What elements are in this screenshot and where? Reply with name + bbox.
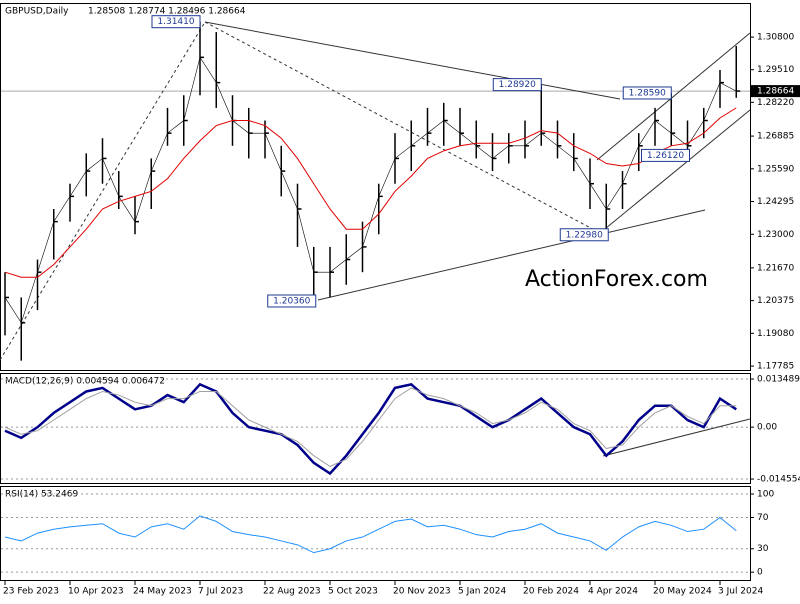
chart-title: GBPUSD,Daily <box>5 7 69 17</box>
series-line <box>4 515 737 554</box>
macd-title: MACD(12,26,9) 0.004594 0.006472 <box>5 377 165 387</box>
annotation-box <box>151 15 201 29</box>
chart-subtitle: 1.28508 1.28774 1.28496 1.28664 <box>88 7 246 17</box>
last-price-tag <box>751 85 800 98</box>
x-tick-label: 23 Feb 2023 <box>3 587 59 597</box>
x-tick-label: 10 Apr 2023 <box>68 587 124 597</box>
trend-line <box>602 418 751 457</box>
y-tick-label: 0 <box>757 568 763 578</box>
y-tick-label: 1.26885 <box>757 132 794 142</box>
x-tick-label: 4 Apr 2024 <box>588 587 638 597</box>
trend-line <box>317 209 706 301</box>
price-panel <box>0 3 751 371</box>
annotation: 1.31410 <box>157 17 194 27</box>
annotation-box <box>641 148 690 162</box>
x-tick-label: 24 May 2023 <box>133 587 192 597</box>
y-tick-label: 1.25590 <box>757 164 794 174</box>
y-tick-label: 30 <box>757 544 769 554</box>
x-tick-label: 5 Jan 2024 <box>458 587 506 597</box>
annotation-box <box>267 294 317 308</box>
trend-line <box>599 109 751 234</box>
trend-line <box>204 21 601 234</box>
annotation-box <box>622 86 672 100</box>
x-tick-label: 20 Nov 2023 <box>393 587 451 597</box>
x-tick-label: 22 Aug 2023 <box>263 587 321 597</box>
series-line <box>4 382 737 476</box>
y-tick-label: 1.19080 <box>757 329 794 339</box>
y-tick-label: 1.23000 <box>757 230 794 240</box>
y-tick-label: -0.014554 <box>757 475 800 485</box>
annotation: 1.22980 <box>566 230 603 240</box>
annotation: 1.26120 <box>647 151 684 161</box>
y-tick-label: 1.20375 <box>757 296 794 306</box>
y-tick-label: 1.24295 <box>757 197 794 207</box>
annotation-box <box>492 78 542 92</box>
y-tick-label: 1.28220 <box>757 98 794 108</box>
x-tick-label: 7 Jul 2023 <box>198 587 243 597</box>
trend-line <box>596 32 751 161</box>
x-tick-label: 20 Feb 2024 <box>523 587 579 597</box>
annotation-box <box>559 228 609 242</box>
y-tick-label: 1.17785 <box>757 362 794 372</box>
annotation: 1.28920 <box>499 80 536 90</box>
trend-line <box>204 21 621 100</box>
annotation: 1.20360 <box>273 296 310 306</box>
macd-panel <box>0 373 751 484</box>
last-price-label: 1.28664 <box>757 87 794 97</box>
moving-average <box>4 107 737 278</box>
y-tick-label: 0.013489 <box>757 375 800 385</box>
y-tick-label: 1.21670 <box>757 263 794 273</box>
y-tick-label: 1.30800 <box>757 33 794 43</box>
series-line <box>4 387 737 467</box>
x-tick-label: 20 May 2024 <box>653 587 712 597</box>
watermark: ActionForex.com <box>525 267 708 292</box>
x-tick-label: 3 Jul 2024 <box>718 587 763 597</box>
y-tick-label: 100 <box>757 490 774 500</box>
annotation: 1.28590 <box>629 88 666 98</box>
y-tick-label: 0.00 <box>757 423 777 433</box>
rsi-panel <box>0 486 751 581</box>
y-tick-label: 1.29510 <box>757 65 794 75</box>
y-tick-label: 70 <box>757 513 769 523</box>
x-tick-label: 5 Oct 2023 <box>328 587 378 597</box>
